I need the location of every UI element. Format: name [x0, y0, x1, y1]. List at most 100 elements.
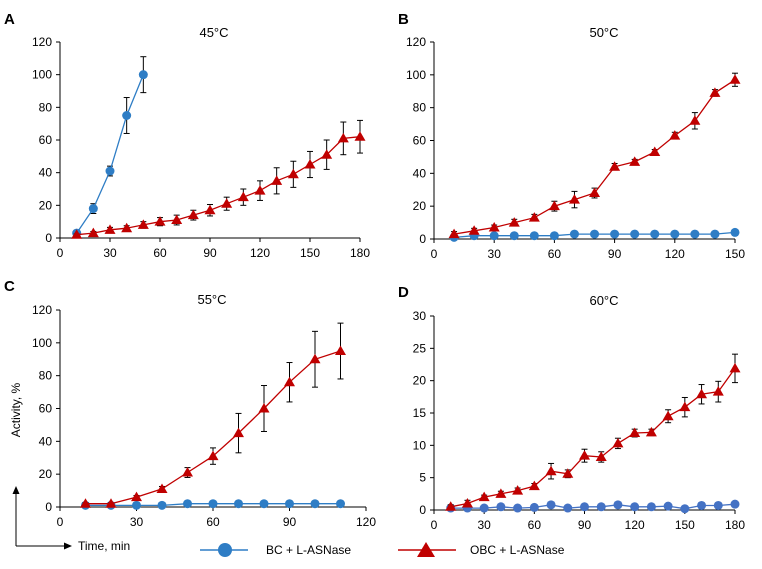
data-point: [234, 499, 243, 509]
data-point: [650, 229, 660, 239]
data-point: [309, 353, 321, 364]
data-point: [509, 231, 519, 241]
data-point: [105, 166, 115, 176]
data-point: [71, 229, 83, 239]
data-point: [254, 185, 266, 195]
data-point: [548, 200, 560, 211]
data-point: [529, 231, 539, 241]
y-tick-label-d: 10: [413, 438, 427, 452]
y-tick-label-b: 80: [413, 101, 427, 115]
panel-title-b: 50°C: [589, 25, 618, 40]
data-point: [512, 485, 524, 495]
panel-letter-a: A: [4, 11, 15, 28]
data-point: [528, 212, 540, 222]
data-point: [138, 70, 148, 80]
y-tick-label-c: 100: [32, 336, 52, 350]
legend-label-obc: OBC + L-ASNase: [470, 543, 565, 557]
data-point: [568, 194, 580, 204]
x-tick-label-c: 30: [130, 515, 144, 529]
data-point: [679, 401, 691, 412]
series-line: [450, 368, 736, 508]
data-point: [630, 229, 640, 239]
data-point: [336, 499, 345, 509]
data-point: [729, 74, 741, 84]
y-tick-label-b: 120: [406, 35, 426, 49]
y-tick-label-d: 0: [419, 503, 426, 517]
data-point: [445, 501, 457, 511]
plot-area-c: 0 20 40 60 80 100 120 0 30 60 90 120: [32, 303, 376, 529]
data-point: [563, 503, 573, 513]
data-point: [187, 209, 199, 220]
y-tick-label-d: 15: [413, 406, 427, 420]
data-point: [662, 410, 674, 421]
panel-letter-c: C: [4, 278, 15, 295]
data-point: [122, 111, 132, 120]
y-tick-label-a: 40: [39, 166, 53, 180]
data-point: [545, 465, 557, 476]
data-point: [258, 403, 270, 413]
plot-area-d: 0 5 10 15 20 25 30 0 30 60 90 120 150 180: [413, 309, 746, 532]
data-point: [629, 427, 641, 438]
y-axis-label: Activity, %: [9, 382, 23, 437]
x-tick-label-c: 120: [356, 515, 376, 529]
series-bc-b: [449, 227, 740, 242]
y-tick-label-c: 0: [45, 500, 52, 514]
x-arrow-head: [64, 542, 72, 550]
series-obc-b: [448, 72, 741, 239]
series-bc-a: [72, 56, 148, 238]
data-point: [479, 503, 489, 513]
data-point: [663, 501, 673, 511]
data-point: [529, 502, 539, 512]
data-point: [629, 156, 641, 166]
data-point: [596, 502, 606, 512]
data-point: [508, 217, 520, 227]
data-point: [645, 426, 657, 437]
y-tick-label-c: 40: [39, 434, 53, 448]
data-point: [670, 229, 680, 239]
panel-title-d: 60°C: [589, 293, 618, 308]
y-tick-label-c: 120: [32, 303, 52, 317]
data-point: [80, 498, 91, 508]
y-tick-label-a: 60: [39, 133, 53, 147]
x-tick-label-a: 120: [250, 246, 270, 260]
series-obc-d: [445, 353, 741, 511]
data-point: [613, 500, 623, 510]
data-point: [237, 191, 249, 202]
data-point: [132, 500, 141, 510]
data-point: [354, 131, 366, 141]
series-bc-d: [446, 499, 740, 514]
panel-a: A 45°C 0 20 40 60 80 100 120 0 30 60 90 120 150 180: [4, 11, 370, 260]
data-point: [284, 376, 295, 387]
data-point: [709, 87, 721, 97]
x-tick-label-d: 150: [675, 518, 695, 532]
data-point: [121, 222, 133, 233]
y-tick-label-d: 20: [413, 374, 427, 388]
data-point: [478, 491, 490, 502]
data-point: [710, 229, 720, 239]
series-obc-a: [71, 119, 366, 239]
x-tick-label-c: 90: [283, 515, 297, 529]
legend: BC + L-ASNase OBC + L-ASNase: [200, 542, 565, 557]
series-line: [453, 79, 736, 235]
y-tick-label-b: 60: [413, 134, 427, 148]
shared-axes-indicator: Activity, % Time, min: [9, 382, 130, 553]
data-point: [580, 502, 589, 512]
data-point: [680, 504, 690, 514]
x-tick-label-c: 60: [206, 515, 220, 529]
data-point: [285, 499, 294, 509]
panel-b: B 50°C 0 20 40 60 80 100 120 0 30 60 90 120 150: [398, 11, 745, 261]
data-point: [468, 225, 480, 235]
y-tick-label-a: 20: [39, 198, 53, 212]
data-point: [729, 362, 741, 373]
data-point: [171, 214, 183, 225]
data-point: [646, 502, 656, 512]
x-tick-label-d: 120: [625, 518, 645, 532]
y-tick-label-d: 25: [413, 341, 427, 355]
legend-label-bc: BC + L-ASNase: [266, 543, 351, 557]
data-point: [496, 502, 506, 512]
data-point: [697, 500, 707, 510]
x-tick-label-c: 0: [57, 515, 64, 529]
y-tick-label-b: 100: [406, 68, 426, 82]
y-tick-label-b: 40: [413, 166, 427, 180]
